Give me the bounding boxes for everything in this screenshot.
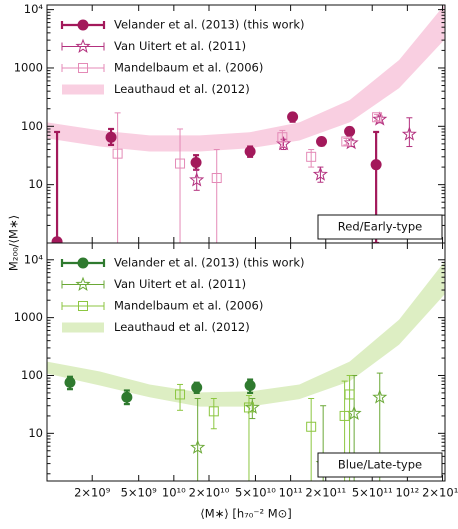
data-point <box>401 126 417 141</box>
data-point <box>75 38 91 53</box>
data-point <box>175 158 186 169</box>
data-point <box>51 236 63 243</box>
data-point <box>77 257 89 269</box>
y-tick-label: 1000 <box>14 310 43 324</box>
data-point <box>189 172 205 187</box>
data-point <box>78 301 88 311</box>
data-point <box>244 380 256 392</box>
x-tick-label: 5×10¹¹ <box>352 486 393 500</box>
data-point <box>344 125 356 137</box>
data-point <box>372 112 383 123</box>
data-point <box>190 156 202 168</box>
y-tick-label: 10⁴ <box>24 2 44 16</box>
x-tick-label: 10¹² <box>395 486 419 500</box>
x-tick-label: 5×10⁹ <box>121 486 158 500</box>
data-point <box>277 132 288 143</box>
data-point <box>78 63 88 73</box>
y-tick-label: 1000 <box>14 60 43 74</box>
x-tick-label: 5×10¹⁰ <box>235 486 276 500</box>
data-point <box>77 19 89 31</box>
data-point <box>344 389 355 400</box>
data-point <box>211 173 222 184</box>
y-tick-label: 10 <box>28 177 43 191</box>
y-tick-label: 100 <box>21 119 43 133</box>
y-tick-label: 100 <box>21 368 43 382</box>
panel-label: Red/Early-type <box>338 220 422 234</box>
data-point <box>287 111 299 123</box>
data-point <box>175 389 186 400</box>
data-point <box>312 166 328 181</box>
panel-label-box <box>317 452 443 478</box>
x-axis-label: ⟨M∗⟩ [h₇₀⁻² M⊙] <box>200 507 292 521</box>
y-axis-label: M₂₀₀/⟨M∗⟩ <box>7 215 21 271</box>
data-point <box>341 136 352 147</box>
band <box>47 261 445 407</box>
x-tick-label: 2×10¹¹ <box>305 486 346 500</box>
axis-frame <box>46 242 446 482</box>
data-point <box>244 146 256 158</box>
data-point <box>372 389 388 404</box>
plot-area <box>47 5 445 243</box>
data-point <box>306 151 317 162</box>
legend-label: Leauthaud et al. (2012) <box>114 320 250 334</box>
legend-label: Velander et al. (2013) (this work) <box>114 256 304 270</box>
data-point <box>208 406 219 417</box>
plot-area <box>47 261 445 481</box>
legend-label: Mandelbaum et al. (2006) <box>114 61 263 75</box>
data-point <box>191 381 203 393</box>
data-point <box>190 439 206 454</box>
legend-swatch <box>62 84 104 95</box>
panel-label: Blue/Late-type <box>338 458 422 472</box>
legend-label: Mandelbaum et al. (2006) <box>114 299 263 313</box>
legend-swatch <box>62 322 104 333</box>
data-point <box>316 135 328 147</box>
data-point <box>244 399 260 414</box>
x-tick-label: 10¹¹ <box>279 486 303 500</box>
data-point <box>121 391 133 403</box>
data-point <box>243 402 254 413</box>
data-point <box>64 376 76 388</box>
y-tick-label: 10⁴ <box>24 252 44 266</box>
legend-label: Van Uitert et al. (2011) <box>114 39 246 53</box>
data-point <box>105 131 117 143</box>
band <box>47 5 445 152</box>
x-tick-label: 2×10¹² <box>422 486 458 500</box>
x-tick-label: 10¹⁰ <box>162 486 186 500</box>
legend-label: Leauthaud et al. (2012) <box>114 82 250 96</box>
x-tick-label: 2×10⁹ <box>74 486 111 500</box>
y-tick-label: 10 <box>28 426 43 440</box>
x-tick-label: 2×10¹⁰ <box>189 486 230 500</box>
data-point <box>112 148 123 159</box>
data-point <box>75 276 91 291</box>
panel-label-box <box>317 214 443 240</box>
data-point <box>306 421 317 432</box>
data-point <box>370 159 382 171</box>
legend-label: Van Uitert et al. (2011) <box>114 277 246 291</box>
legend-label: Velander et al. (2013) (this work) <box>114 18 304 32</box>
